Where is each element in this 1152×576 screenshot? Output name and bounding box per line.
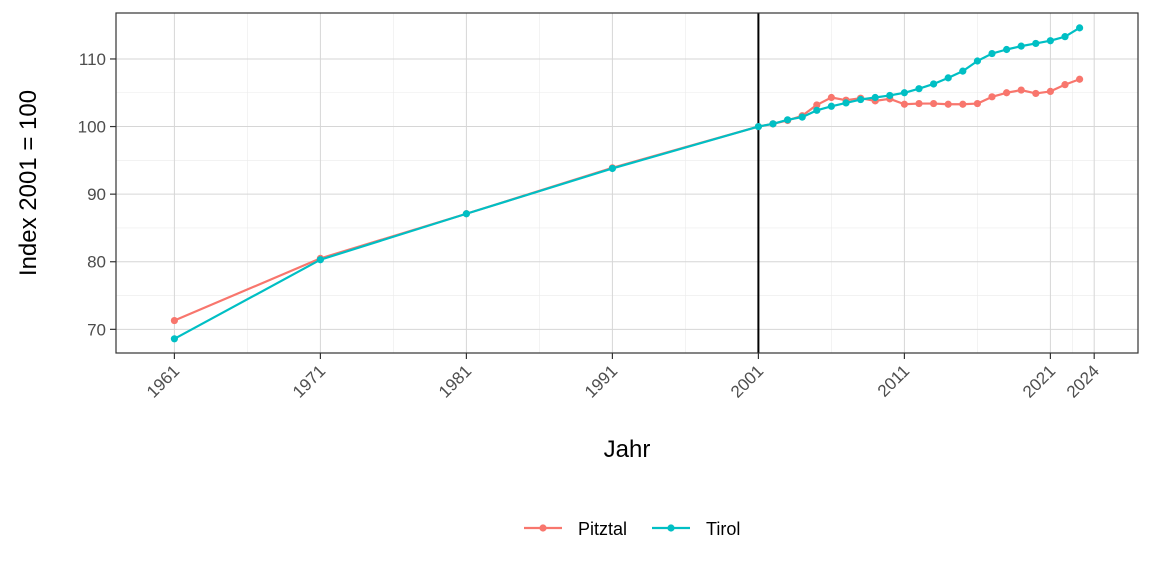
data-point-tirol: [316, 256, 324, 264]
data-point-pitztal: [1046, 87, 1054, 96]
data-point-tirol: [769, 120, 777, 128]
data-point-pitztal: [1032, 89, 1040, 98]
data-point-tirol: [1032, 39, 1040, 48]
data-point-tirol: [798, 113, 806, 121]
y-tick-label: 70: [87, 320, 106, 339]
data-point-tirol: [871, 93, 879, 102]
data-point-tirol: [1046, 37, 1054, 45]
y-tick-label: 100: [78, 118, 106, 137]
legend: Pitztal Tirol: [524, 519, 740, 539]
data-point-pitztal: [959, 100, 967, 108]
y-tick-label: 90: [87, 185, 106, 204]
x-axis-title: Jahr: [604, 436, 651, 463]
data-point-tirol: [842, 99, 850, 107]
data-point-pitztal: [900, 100, 909, 108]
plot-panel: [115, 12, 1139, 354]
data-point-tirol: [915, 85, 923, 93]
series-tirol: [170, 24, 1084, 343]
data-point-tirol: [754, 122, 763, 131]
data-point-pitztal: [1017, 86, 1025, 94]
data-point-tirol: [857, 95, 865, 104]
legend-key-point: [667, 524, 675, 532]
data-point-pitztal: [827, 93, 836, 102]
data-point-tirol: [170, 335, 178, 343]
data-point-tirol: [886, 91, 894, 100]
data-point-pitztal: [930, 99, 938, 108]
grid-minor: [116, 13, 1138, 353]
data-point-pitztal: [1061, 81, 1069, 89]
data-point-tirol: [608, 164, 617, 173]
data-point-pitztal: [973, 99, 982, 108]
data-point-tirol: [900, 89, 909, 97]
panel-background: [116, 13, 1138, 353]
data-point-tirol: [784, 116, 792, 124]
y-tick-label: 110: [79, 50, 106, 69]
y-axis: 70 80 90 100 110: [78, 50, 116, 339]
data-point-tirol: [959, 67, 967, 75]
data-point-tirol: [988, 49, 996, 58]
data-point-pitztal: [944, 100, 952, 108]
data-point-tirol: [1076, 24, 1084, 32]
data-point-tirol: [973, 57, 982, 65]
data-point-pitztal: [1003, 89, 1011, 97]
data-point-tirol: [1003, 45, 1011, 54]
y-tick-label: 80: [87, 253, 106, 272]
data-point-pitztal: [915, 99, 923, 108]
data-point-tirol: [930, 80, 938, 88]
data-point-pitztal: [813, 101, 821, 109]
data-point-pitztal: [170, 316, 178, 325]
y-axis-title: Index 2001 = 100: [15, 90, 42, 276]
legend-label: Tirol: [706, 519, 740, 539]
legend-label: Pitztal: [578, 519, 627, 539]
data-point-tirol: [827, 102, 836, 110]
data-point-tirol: [1017, 42, 1025, 50]
data-point-tirol: [813, 106, 821, 114]
legend-key-point: [539, 524, 547, 532]
legend-item-pitztal: Pitztal: [524, 519, 627, 539]
series-layer: [170, 24, 1084, 343]
data-point-pitztal: [1076, 75, 1084, 83]
data-point-pitztal: [988, 93, 996, 101]
data-point-tirol: [1061, 33, 1069, 41]
panel-border: [115, 12, 1139, 354]
legend-item-tirol: Tirol: [652, 519, 740, 539]
grid-major: [116, 13, 1138, 353]
data-point-tirol: [462, 210, 470, 218]
data-point-tirol: [944, 74, 952, 82]
